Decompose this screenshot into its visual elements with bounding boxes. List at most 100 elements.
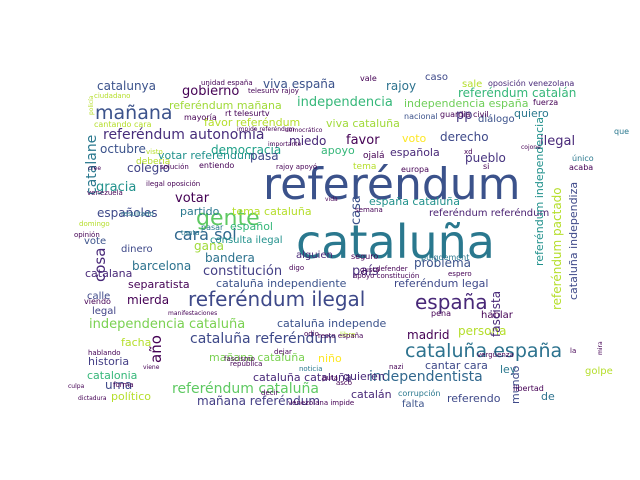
cloud-word: dictadura bbox=[78, 395, 107, 402]
cloud-word: octubre bbox=[100, 142, 146, 156]
cloud-word: democrático bbox=[285, 127, 323, 134]
cloud-word: defender bbox=[376, 265, 408, 273]
cloud-word: gobierno bbox=[182, 84, 240, 99]
cloud-word: tema bbox=[353, 162, 377, 172]
cloud-word: dinero bbox=[121, 244, 153, 255]
cloud-word: corrupción bbox=[398, 389, 441, 398]
cloud-word: español bbox=[230, 220, 273, 233]
cloud-word: pasar bbox=[201, 223, 224, 232]
cloud-word: año bbox=[147, 335, 165, 363]
cloud-word: que bbox=[614, 127, 630, 136]
cloud-word: referéndum bbox=[263, 159, 521, 210]
cloud-word: vote bbox=[84, 236, 107, 247]
cloud-word: europa bbox=[401, 165, 429, 174]
cloud-word: rajoy bbox=[386, 79, 417, 93]
cloud-word: de bbox=[541, 390, 555, 403]
cloud-word: tema cataluña bbox=[232, 205, 312, 218]
cloud-word: catalana bbox=[85, 267, 133, 280]
cloud-word: constitución bbox=[203, 264, 283, 279]
cloud-word: historia bbox=[88, 355, 130, 368]
cloud-word: falta bbox=[402, 399, 425, 410]
cloud-word: venezuela bbox=[87, 189, 123, 197]
cloud-word: apoyo constitución bbox=[353, 272, 420, 280]
cloud-word: referéndum ilegal bbox=[188, 287, 366, 311]
cloud-word: ilegal oposición bbox=[146, 180, 201, 188]
cloud-word: españa cataluña bbox=[369, 195, 461, 208]
cloud-word: vale bbox=[360, 74, 377, 83]
cloud-word: importante bbox=[268, 141, 302, 148]
cloud-word: culpa bbox=[68, 383, 85, 390]
cloud-word: apoyo bbox=[321, 144, 355, 157]
cloud-word: referéndum independencia bbox=[533, 117, 546, 266]
cloud-word: golpe bbox=[585, 366, 613, 377]
cloud-word: mira bbox=[597, 341, 604, 355]
cloud-word: votar bbox=[175, 191, 210, 206]
cloud-word: puta bbox=[322, 374, 338, 382]
cloud-word: impide referéndum bbox=[237, 126, 295, 133]
cloud-word: cataluña independiente bbox=[216, 277, 347, 290]
cloud-word: diálogo bbox=[478, 114, 515, 125]
cloud-word: decir bbox=[261, 389, 279, 397]
cloud-word: ojalá bbox=[363, 151, 385, 161]
cloud-word: seguro bbox=[351, 252, 379, 261]
cloud-word: mañana cataluña bbox=[209, 351, 305, 364]
cloud-word: ilegal bbox=[540, 134, 576, 149]
cloud-word: catalunya bbox=[97, 79, 157, 93]
cloud-word: noticia bbox=[299, 365, 323, 373]
cloud-word: oposición venezolana bbox=[488, 79, 575, 88]
cloud-word: gracia bbox=[96, 180, 137, 195]
cloud-word: nazi bbox=[389, 363, 404, 371]
cloud-word: bandera bbox=[205, 251, 255, 265]
cloud-word: odio bbox=[304, 330, 319, 338]
cloud-word: caso bbox=[425, 72, 448, 83]
cloud-word: mañana bbox=[95, 102, 173, 124]
cloud-word: miedo bbox=[289, 134, 327, 148]
cloud-word: deberia bbox=[136, 157, 171, 167]
cloud-word: acaba bbox=[569, 163, 594, 172]
cloud-word: españa bbox=[415, 290, 488, 314]
cloud-word: cantar cara bbox=[425, 359, 488, 372]
cloud-word: urna bbox=[105, 378, 133, 392]
cloud-word: xd bbox=[464, 148, 473, 156]
cloud-word: mierda bbox=[127, 293, 170, 307]
cloud-word: colegio bbox=[127, 161, 170, 175]
cloud-word: espero bbox=[448, 270, 472, 278]
cloud-word: resultado bbox=[121, 210, 154, 218]
cloud-word: libertad bbox=[513, 384, 544, 393]
cloud-word: viene bbox=[143, 364, 160, 371]
cloud-word: cara sol bbox=[174, 225, 237, 244]
cloud-word: gente bbox=[196, 206, 260, 231]
cloud-word: guardia civil bbox=[440, 110, 489, 119]
cloud-word: referéndum cataluña bbox=[172, 381, 319, 397]
cloud-word: española bbox=[390, 146, 440, 159]
cloud-word: sale bbox=[462, 79, 483, 90]
cloud-word: voto bbox=[402, 132, 427, 145]
cloud-word: derecho bbox=[440, 130, 489, 144]
cloud-word: opinión bbox=[74, 231, 100, 239]
cloud-word: pena bbox=[431, 309, 451, 318]
cloud-word: independencia bbox=[297, 95, 393, 110]
cloud-word: cataluña españa bbox=[405, 340, 563, 362]
cloud-word: rajoy apoyó bbox=[276, 163, 318, 171]
cloud-word: viva españa bbox=[263, 77, 336, 91]
cloud-word: favor bbox=[346, 133, 380, 148]
cloud-word: gana bbox=[194, 239, 224, 253]
cloud-word: catalonia bbox=[87, 369, 138, 382]
cloud-word: cree bbox=[88, 165, 102, 172]
cloud-word: referéndum legal bbox=[394, 277, 489, 290]
cloud-word: entiendo bbox=[199, 161, 235, 170]
cloud-word: españoles bbox=[97, 206, 158, 220]
cloud-word: cojone bbox=[521, 144, 541, 151]
cloud-word: pueblo bbox=[465, 151, 506, 165]
cloud-word: democracia bbox=[211, 143, 282, 157]
cloud-word: cataluña referéndum bbox=[190, 331, 337, 347]
cloud-word: nacional bbox=[404, 112, 438, 121]
cloud-word: catalán bbox=[351, 388, 392, 401]
cloud-word: puigdemont bbox=[421, 253, 470, 262]
cloud-word: solución bbox=[160, 163, 189, 171]
cloud-word: viva cataluña bbox=[326, 117, 400, 130]
cloud-word: calle bbox=[87, 291, 111, 302]
cloud-word: quieren bbox=[343, 370, 385, 383]
cloud-word: unidad españa bbox=[201, 79, 253, 87]
